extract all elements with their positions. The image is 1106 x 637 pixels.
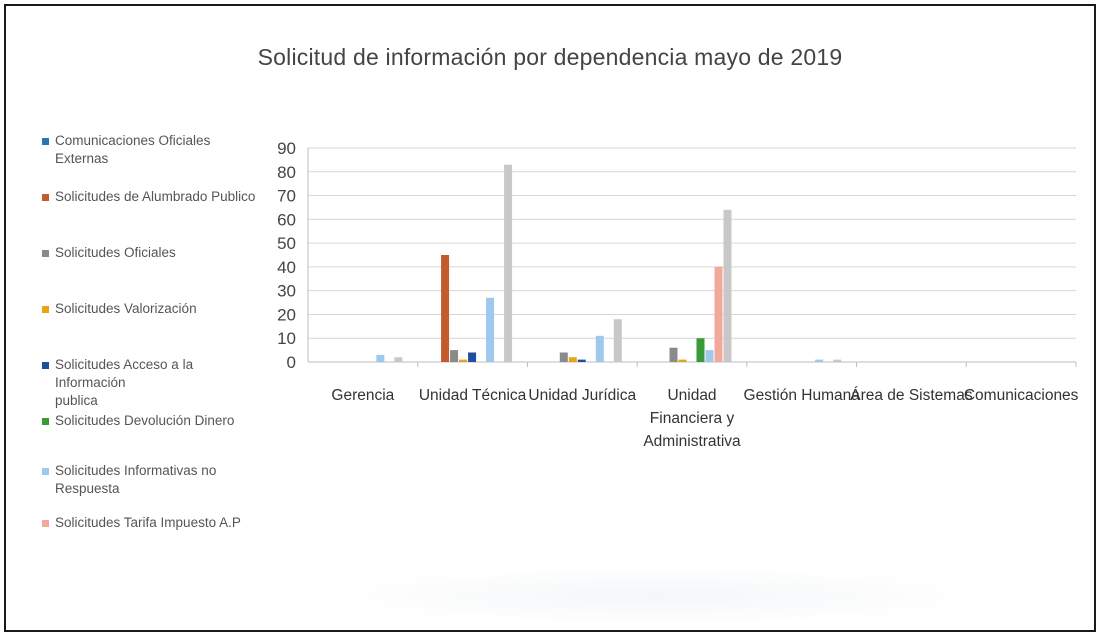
legend-item: Comunicaciones Oficiales Externas: [42, 132, 267, 168]
x-category-label: Gestión Humana: [744, 387, 861, 404]
bar: [595, 335, 604, 362]
legend-label-line: Comunicaciones Oficiales Externas: [55, 133, 211, 166]
y-tick-label: 20: [277, 305, 296, 324]
bar: [504, 164, 513, 362]
y-tick-label: 60: [277, 210, 296, 229]
legend-item: Solicitudes de Alumbrado Publico: [42, 188, 267, 206]
legend-label-line: Respuesta: [55, 481, 120, 496]
legend-swatch: [42, 520, 49, 527]
legend-swatch: [42, 306, 49, 313]
x-category-label: Comunicaciones: [964, 387, 1079, 404]
legend-label-line: Solicitudes Devolución Dinero: [55, 413, 235, 428]
scan-smudge: [306, 566, 1006, 626]
legend-swatch: [42, 194, 49, 201]
legend-label: Solicitudes de Alumbrado Publico: [55, 188, 255, 206]
bar: [450, 350, 459, 362]
bar: [613, 319, 622, 362]
x-category-label: Administrativa: [643, 433, 741, 450]
chart-frame: Solicitud de información por dependencia…: [4, 4, 1096, 632]
legend-label: Solicitudes Acceso a la Información publi…: [55, 356, 267, 410]
legend-label: Solicitudes Oficiales: [55, 244, 176, 262]
y-tick-label: 40: [277, 258, 296, 277]
bar: [559, 352, 568, 362]
legend-swatch: [42, 418, 49, 425]
bar: [723, 209, 732, 362]
bar: [441, 255, 450, 362]
bar: [678, 359, 687, 362]
bar: [568, 357, 577, 362]
y-tick-label: 30: [277, 282, 296, 301]
y-tick-label: 70: [277, 187, 296, 206]
legend-item: Solicitudes Acceso a la Información publi…: [42, 356, 267, 410]
bar: [705, 350, 714, 362]
legend-item: Solicitudes Tarifa Impuesto A.P: [42, 514, 267, 532]
y-tick-label: 10: [277, 329, 296, 348]
legend-item: Solicitudes Valorización: [42, 300, 267, 318]
y-tick-label: 0: [287, 353, 296, 372]
plot-area: 0 10 20 30 40 50 60 70 80 90 Gerencia Unidad Técnic…: [268, 134, 1088, 484]
y-tick-label: 90: [277, 139, 296, 158]
bar: [376, 354, 385, 362]
legend-swatch: [42, 250, 49, 257]
bar: [468, 352, 477, 362]
bar: [833, 359, 842, 362]
x-category-label: Unidad: [667, 387, 716, 404]
legend-label-line: Solicitudes Acceso a la Información: [55, 357, 194, 390]
legend-item: Solicitudes Oficiales: [42, 244, 267, 262]
legend-swatch: [42, 468, 49, 475]
x-category-label: Financiera y: [650, 410, 735, 427]
legend-swatch: [42, 362, 49, 369]
bar: [696, 338, 705, 362]
legend-swatch: [42, 138, 49, 145]
bar: [486, 297, 495, 362]
y-tick-label: 80: [277, 163, 296, 182]
bar: [577, 359, 586, 362]
legend-label-line: Solicitudes Tarifa Impuesto A.P: [55, 515, 241, 530]
bar: [714, 266, 723, 362]
x-category-label: Área de Sistemas: [850, 387, 973, 404]
legend-label: Solicitudes Valorización: [55, 300, 197, 318]
x-category-label: Gerencia: [331, 387, 394, 404]
legend-label: Comunicaciones Oficiales Externas: [55, 132, 267, 168]
x-category-label: Unidad Técnica: [419, 387, 527, 404]
bar-chart-svg: 0 10 20 30 40 50 60 70 80 90 Gerencia Unidad Técnic…: [277, 139, 1079, 450]
legend-label: Solicitudes Informativas no Respuesta: [55, 462, 216, 498]
legend-label-line: publica: [55, 393, 98, 408]
bar: [669, 347, 678, 362]
y-tick-label: 50: [277, 234, 296, 253]
legend-label-line: Solicitudes Oficiales: [55, 245, 176, 260]
bar: [394, 357, 403, 362]
legend-item: Solicitudes Devolución Dinero: [42, 412, 267, 430]
legend-label-line: Solicitudes de Alumbrado Publico: [55, 189, 256, 204]
legend-label: Solicitudes Devolución Dinero: [55, 412, 234, 430]
bar: [815, 359, 824, 362]
legend-label-line: Solicitudes Valorización: [55, 301, 197, 316]
bar: [459, 359, 468, 362]
x-category-label: Unidad Jurídica: [528, 387, 636, 404]
chart-title: Solicitud de información por dependencia…: [257, 44, 843, 70]
legend-item: Solicitudes Informativas no Respuesta: [42, 462, 267, 498]
legend-label-line: Solicitudes Informativas no: [55, 463, 217, 478]
legend-label: Solicitudes Tarifa Impuesto A.P: [55, 514, 241, 532]
